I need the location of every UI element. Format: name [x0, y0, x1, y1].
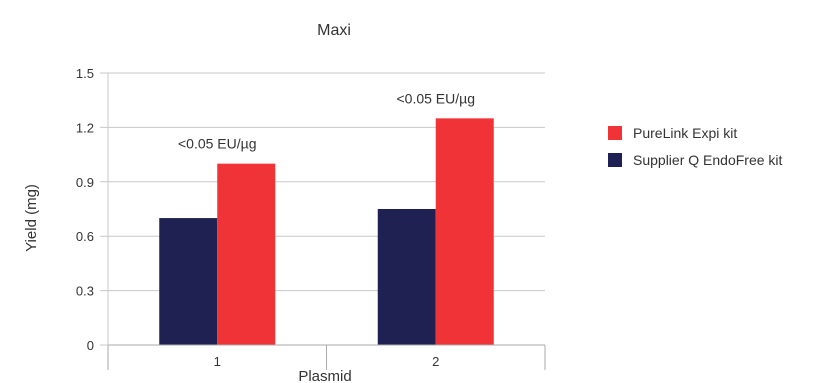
bar-supplier-q-endofree-kit: [377, 209, 436, 345]
y-axis-label: Yield (mg): [23, 184, 40, 252]
y-tick-label: 0.3: [76, 284, 94, 299]
y-tick-label: 1.2: [76, 120, 94, 135]
legend-swatch: [608, 126, 622, 140]
y-tick-label: 1.5: [76, 66, 94, 81]
annotations: <0.05 EU/µg <0.05 EU/µg: [178, 90, 475, 151]
x-tick-label: 1: [214, 354, 221, 369]
legend: PureLink Expi kit Supplier Q EndoFree kit: [608, 125, 783, 168]
legend-swatch: [608, 153, 622, 167]
y-tick-label: 0.6: [76, 229, 94, 244]
annotation-label: <0.05 EU/µg: [396, 90, 475, 106]
x-tick-label: 2: [432, 354, 439, 369]
y-tick-label: 0: [87, 338, 94, 353]
y-tick-label: 0.9: [76, 175, 94, 190]
x-axis-label: Plasmid: [298, 368, 351, 383]
legend-label: PureLink Expi kit: [633, 125, 737, 141]
bars: [159, 118, 494, 345]
bar-purelink-expi-kit: [435, 118, 494, 345]
annotation-label: <0.05 EU/µg: [178, 136, 257, 152]
bar-supplier-q-endofree-kit: [159, 218, 218, 345]
y-tick-labels: 0 0.3 0.6 0.9 1.2 1.5: [76, 66, 94, 353]
bar-purelink-expi-kit: [217, 163, 276, 345]
legend-label: Supplier Q EndoFree kit: [633, 152, 783, 168]
chart-title: Maxi: [317, 22, 351, 39]
